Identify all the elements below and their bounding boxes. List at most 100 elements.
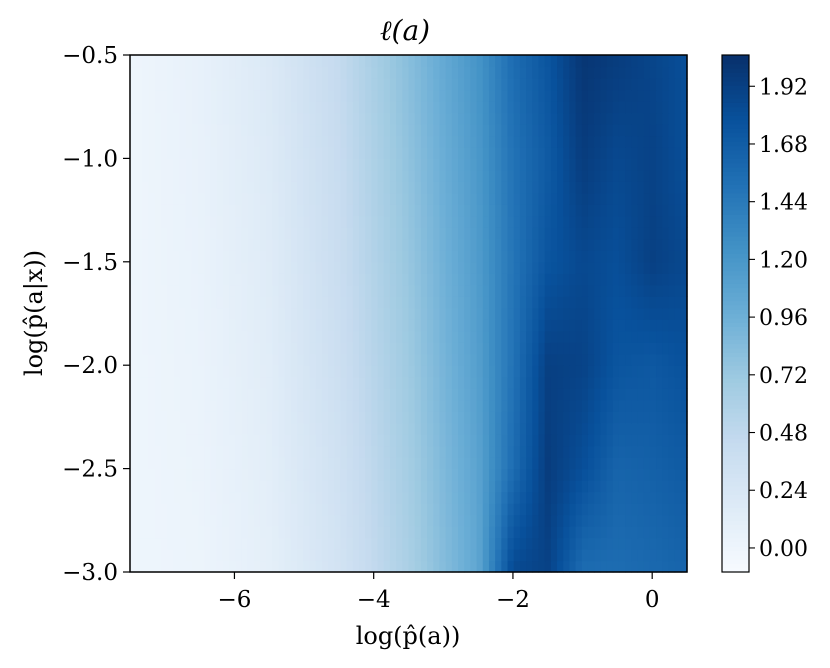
heatmap-cell [222,445,230,458]
heatmap-cell [315,319,323,332]
heatmap-cell [513,284,521,297]
heatmap-cell [167,330,174,343]
heatmap-cell [222,537,230,550]
heatmap-cell [445,365,453,378]
heatmap-cell [167,238,174,251]
heatmap-cell [550,560,558,573]
heatmap-cell [668,261,676,274]
heatmap-cell [328,411,335,424]
heatmap-cell [377,296,385,309]
heatmap-cell [309,238,317,251]
heatmap-cell [458,296,465,309]
heatmap-cell [352,146,360,159]
heatmap-cell [160,330,168,343]
heatmap-cell [272,491,280,504]
heatmap-cell [278,307,286,320]
heatmap-cell [321,468,329,481]
heatmap-cell [458,261,465,274]
heatmap-cell [507,89,515,102]
heatmap-cell [464,445,471,458]
heatmap-cell [507,330,515,343]
heatmap-cell [569,480,577,493]
colorbar-swatch [722,481,749,487]
heatmap-cell [377,192,385,205]
heatmap-cell [297,365,304,378]
heatmap-cell [433,112,441,125]
heatmap-cell [581,204,589,217]
heatmap-cell [637,66,645,79]
heatmap-cell [358,422,366,435]
heatmap-cell [130,560,137,573]
heatmap-cell [569,273,577,286]
heatmap-cell [266,273,273,286]
heatmap-cell [173,146,181,159]
heatmap-cell [526,330,533,343]
heatmap-cell [130,549,137,562]
heatmap-cell [253,273,261,286]
heatmap-cell [439,526,447,539]
heatmap-cell [637,307,645,320]
heatmap-cell [656,89,663,102]
heatmap-cell [643,434,651,447]
heatmap-cell [464,169,471,182]
heatmap-cell [278,434,286,447]
heatmap-cell [328,261,335,274]
heatmap-cell [272,158,280,171]
heatmap-cell [649,227,657,240]
heatmap-cell [167,181,174,194]
heatmap-cell [235,365,242,378]
heatmap-cell [371,549,379,562]
heatmap-cell [612,422,620,435]
heatmap-cell [631,261,639,274]
heatmap-cell [575,181,583,194]
heatmap-cell [297,434,304,447]
heatmap-cell [272,192,280,205]
heatmap-cell [377,123,385,137]
colorbar-swatch [722,248,749,254]
heatmap-cell [680,66,688,79]
heatmap-cell [470,445,478,458]
heatmap-cell [668,296,676,309]
heatmap-cell [575,319,583,332]
heatmap-cell [241,445,249,458]
heatmap-cell [501,192,509,205]
heatmap-cell [519,537,527,550]
heatmap-cell [191,342,199,355]
heatmap-cell [396,457,403,470]
heatmap-cell [229,158,236,171]
heatmap-cell [396,526,403,539]
heatmap-cell [563,537,571,550]
heatmap-cell [142,284,150,297]
heatmap-cell [278,457,286,470]
heatmap-cell [235,445,242,458]
heatmap-cell [309,514,317,527]
heatmap-cell [365,342,372,355]
heatmap-cell [550,342,558,355]
heatmap-cell [575,135,583,148]
heatmap-cell [557,89,564,102]
heatmap-cell [668,192,676,205]
heatmap-cell [340,296,348,309]
heatmap-cell [321,227,329,240]
heatmap-cell [606,434,614,447]
heatmap-cell [594,491,601,504]
heatmap-cell [445,422,453,435]
heatmap-cell [229,238,236,251]
heatmap-cell [507,457,515,470]
heatmap-cell [148,468,156,481]
heatmap-cell [179,319,187,332]
heatmap-cell [389,365,397,378]
heatmap-cell [185,457,193,470]
heatmap-cell [160,123,168,137]
colorbar-swatch [722,291,749,297]
heatmap-cell [507,445,515,458]
heatmap-cell [643,399,651,412]
heatmap-cell [321,376,329,389]
heatmap-cell [643,503,651,516]
heatmap-cell [662,284,670,297]
heatmap-cell [488,112,496,125]
heatmap-cell [216,192,224,205]
heatmap-cell [538,181,546,194]
heatmap-cell [284,514,292,527]
heatmap-cell [427,204,434,217]
